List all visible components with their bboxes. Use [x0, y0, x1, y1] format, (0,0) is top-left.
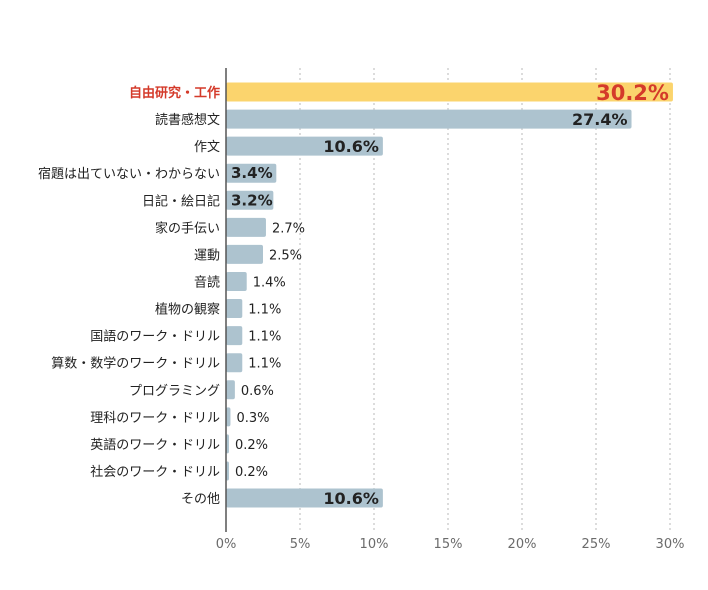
x-tick-label: 15% — [434, 537, 463, 552]
value-label: 1.1% — [248, 303, 281, 318]
value-label: 1.1% — [248, 330, 281, 345]
value-label: 30.2% — [596, 81, 669, 105]
bar — [226, 353, 243, 373]
bar — [226, 109, 632, 129]
category-label: プログラミング — [129, 384, 220, 399]
x-tick-label: 5% — [290, 537, 311, 552]
bar — [226, 380, 235, 400]
category-label: 理科のワーク・ドリル — [90, 411, 220, 426]
value-label: 1.1% — [248, 357, 281, 372]
bar — [226, 190, 274, 210]
labels: 0% 5% 10% 15% 20% 25% 30% 自由研究・工作 30.2% 読書感想文 27.4… — [38, 81, 684, 552]
category-label: 音読 — [194, 274, 220, 290]
bar — [226, 488, 383, 508]
category-label: 算数・数学のワーク・ドリル — [51, 356, 220, 372]
category-label: その他 — [181, 492, 220, 507]
category-label: 植物の観察 — [155, 303, 220, 318]
x-tick-label: 25% — [582, 537, 611, 552]
category-label: 自由研究・工作 — [129, 85, 220, 101]
value-label: 3.4% — [231, 164, 273, 182]
category-label: 社会のワーク・ドリル — [90, 464, 220, 480]
value-label: 2.5% — [269, 248, 302, 263]
category-label: 国語のワーク・ドリル — [90, 329, 220, 345]
value-label: 10.6% — [323, 489, 379, 508]
category-label: 日記・絵日記 — [142, 193, 220, 209]
bar — [226, 271, 247, 291]
value-label: 2.7% — [272, 221, 305, 236]
value-label: 0.2% — [235, 438, 268, 453]
value-label: 1.4% — [253, 275, 286, 290]
category-label: 読書感想文 — [155, 112, 220, 128]
x-tick-label: 30% — [656, 537, 685, 552]
bar — [226, 326, 243, 346]
category-label: 英語のワーク・ドリル — [90, 437, 220, 453]
x-tick-label: 10% — [360, 537, 389, 552]
value-label: 3.2% — [231, 191, 273, 209]
value-label: 0.6% — [241, 384, 274, 399]
category-label: 運動 — [194, 248, 220, 263]
bar — [226, 163, 277, 183]
category-label: 作文 — [194, 140, 220, 155]
value-label: 0.3% — [236, 411, 269, 426]
bar — [226, 136, 383, 156]
x-tick-label: 0% — [216, 537, 237, 552]
bar — [226, 82, 673, 102]
value-label: 0.2% — [235, 465, 268, 480]
value-label: 10.6% — [323, 137, 379, 156]
category-label: 家の手伝い — [155, 220, 220, 236]
bar — [226, 217, 266, 237]
bar — [226, 407, 231, 427]
bar — [226, 299, 243, 319]
bars — [226, 82, 673, 508]
bar — [226, 244, 263, 264]
value-label: 27.4% — [572, 110, 628, 129]
category-label: 宿題は出ていない・わからない — [38, 166, 220, 182]
grid-lines — [299, 68, 671, 532]
x-tick-label: 20% — [508, 537, 537, 552]
